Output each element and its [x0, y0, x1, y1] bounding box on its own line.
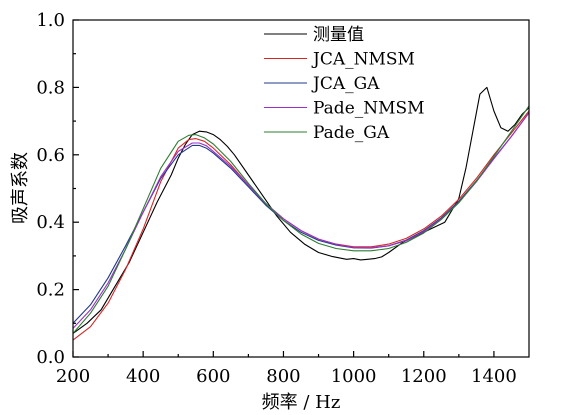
- y-tick-label-2: 0.4: [36, 212, 65, 233]
- x-tick-label-1: 400: [126, 366, 160, 387]
- y-tick-label-5: 1.0: [36, 10, 65, 31]
- y-tick-label-3: 0.6: [36, 145, 65, 166]
- series-line-4: [72, 105, 530, 334]
- x-tick-label-4: 1000: [331, 366, 377, 387]
- legend-label-0: 测量值: [313, 25, 364, 45]
- series-line-3: [72, 112, 530, 329]
- legend-label-4: Pade_GA: [313, 123, 390, 143]
- series-line-1: [72, 110, 530, 341]
- legend: 测量值 JCA_NMSM JCA_GA Pade_NMSM Pade_GA: [264, 25, 425, 143]
- axis-tick-labels: 200 400 600 800 1000 1200 1400 0.0 0.2 0.4 0.6 0.8 1…: [36, 10, 516, 387]
- plot-frame: [72, 19, 530, 358]
- x-axis-title: 频率 / Hz: [262, 392, 341, 413]
- plot-lines: [72, 86, 530, 341]
- x-tick-label-0: 200: [56, 366, 90, 387]
- legend-label-2: JCA_GA: [311, 74, 380, 94]
- x-tick-label-2: 600: [196, 366, 230, 387]
- x-tick-label-5: 1200: [401, 366, 447, 387]
- y-tick-label-1: 0.2: [36, 280, 65, 301]
- axis-ticks: [72, 19, 495, 358]
- legend-label-3: Pade_NMSM: [313, 99, 425, 119]
- series-line-2: [72, 112, 530, 324]
- y-axis-title: 吸声系数: [10, 152, 31, 224]
- x-tick-label-6: 1400: [471, 366, 517, 387]
- y-tick-label-4: 0.8: [36, 77, 65, 98]
- legend-label-1: JCA_NMSM: [311, 50, 415, 70]
- y-tick-label-0: 0.0: [36, 347, 65, 368]
- x-tick-label-3: 800: [266, 366, 300, 387]
- series-line-0: [72, 86, 530, 334]
